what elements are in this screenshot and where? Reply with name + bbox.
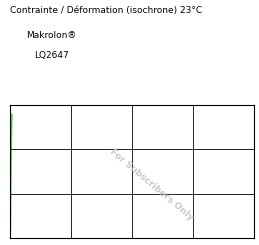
Text: LQ2647: LQ2647 <box>34 51 68 61</box>
Text: Contrainte / Déformation (isochrone) 23°C: Contrainte / Déformation (isochrone) 23°… <box>10 6 203 15</box>
Text: Makrolon®: Makrolon® <box>26 31 76 40</box>
Text: For Subscribers Only: For Subscribers Only <box>108 147 195 222</box>
